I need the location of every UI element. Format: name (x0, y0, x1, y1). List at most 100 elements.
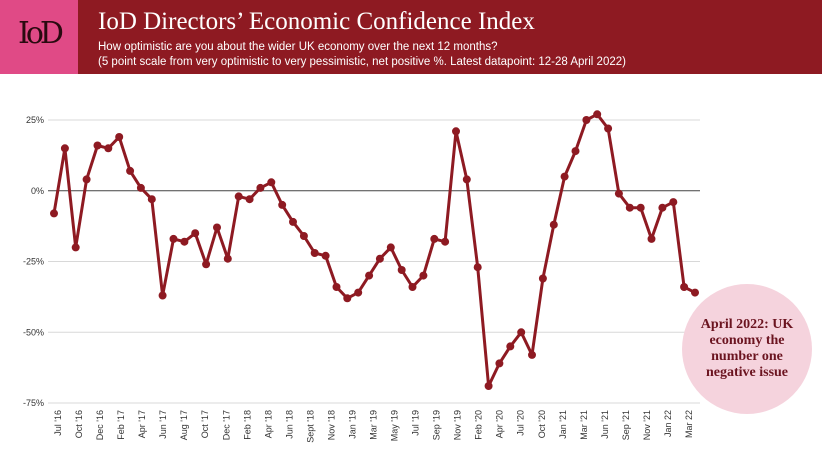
data-point (256, 183, 265, 192)
chart-subtitle-line2: (5 point scale from very optimistic to v… (98, 56, 626, 68)
data-point (582, 116, 591, 124)
data-point (506, 342, 515, 351)
data-point (430, 234, 439, 243)
x-tick-label: Apr '17 (137, 410, 147, 438)
iod-logo: IoD (0, 0, 78, 74)
y-tick-label: -25% (23, 257, 44, 267)
x-tick-label: Jul '16 (53, 410, 63, 436)
logo-text: IoD (18, 16, 64, 51)
x-tick-label: Sept '18 (305, 410, 315, 443)
gridlines (48, 119, 700, 404)
y-tick-label: 25% (26, 115, 44, 125)
data-point (658, 203, 667, 212)
data-point (332, 283, 341, 291)
data-point (126, 166, 135, 175)
data-point (202, 260, 211, 269)
data-point (473, 263, 482, 272)
data-point (365, 271, 374, 280)
data-point (158, 291, 167, 300)
x-tick-label: Jul '19 (411, 410, 421, 436)
x-tick-label: Dec '16 (95, 410, 105, 440)
x-tick-label: Mar '19 (369, 410, 379, 440)
data-point (441, 237, 450, 246)
data-point (234, 192, 243, 201)
data-point (419, 271, 428, 280)
data-point (636, 203, 645, 212)
x-tick-label: Oct '20 (537, 410, 547, 438)
x-tick-label: Nov '18 (326, 410, 336, 440)
data-point (669, 198, 678, 207)
data-point (93, 141, 102, 150)
data-point (691, 288, 699, 297)
data-point (386, 243, 395, 252)
y-tick-label: -75% (23, 398, 44, 408)
data-point (354, 288, 363, 297)
data-points (50, 110, 699, 390)
x-tick-label: Nov '21 (642, 410, 652, 440)
data-point (517, 328, 526, 337)
x-tick-label: Feb '20 (474, 410, 484, 440)
data-point (549, 220, 558, 229)
data-point (647, 234, 656, 243)
x-tick-label: Mar '21 (579, 410, 589, 440)
data-point (495, 359, 504, 368)
data-point (299, 232, 308, 240)
data-point (191, 229, 200, 238)
x-tick-label: Sep '21 (621, 410, 631, 440)
data-point (375, 254, 384, 263)
data-point (50, 209, 58, 218)
data-point (104, 144, 113, 153)
data-point (343, 294, 352, 303)
x-tick-label: Mar 22 (684, 410, 694, 438)
data-point (278, 200, 287, 209)
data-point (82, 175, 91, 184)
data-point (321, 251, 330, 260)
data-point (462, 175, 471, 184)
data-point (408, 283, 417, 291)
x-tick-label: Nov '19 (453, 410, 463, 440)
data-point (289, 217, 297, 226)
data-point (245, 195, 254, 204)
x-tick-label: Jan 22 (663, 410, 673, 437)
x-tick-label: Jan '19 (347, 410, 357, 439)
data-point (267, 178, 276, 187)
callout-bubble: April 2022: UK economy the number one ne… (682, 284, 812, 414)
data-point (452, 127, 460, 136)
x-tick-label: Apr '18 (263, 410, 273, 438)
data-point (223, 254, 232, 263)
chart-subtitle-line1: How optimistic are you about the wider U… (98, 41, 498, 53)
data-point (484, 382, 493, 390)
data-point (169, 234, 178, 243)
data-point (593, 110, 602, 119)
data-point (560, 172, 569, 181)
x-tick-label: Jul '20 (516, 410, 526, 436)
header-banner: IoD IoD Directors’ Economic Confidence I… (0, 0, 822, 74)
data-point (614, 189, 623, 198)
y-tick-label: 0% (31, 186, 44, 196)
x-tick-label: Jun '21 (600, 410, 610, 439)
x-tick-label: Oct '17 (200, 410, 210, 438)
data-point (538, 274, 547, 283)
data-point (571, 147, 580, 156)
x-tick-label: Apr '20 (495, 410, 505, 438)
data-point (680, 283, 689, 291)
x-tick-label: Jan '21 (558, 410, 568, 439)
data-point (71, 243, 80, 252)
data-point (604, 124, 613, 133)
y-axis-tick-labels: 25% 0% -25% -50% -75% (23, 115, 44, 408)
data-point (213, 223, 221, 232)
x-tick-label: May '19 (390, 410, 400, 441)
x-axis-tick-labels: Jul '16 Oct '16 Dec '16 Feb '17 Apr '17 Jun '… (53, 410, 694, 443)
x-tick-label: Aug '17 (179, 410, 189, 440)
series-line (52, 112, 696, 388)
data-point (147, 195, 156, 204)
x-tick-label: Sep '19 (432, 410, 442, 440)
data-point (310, 249, 319, 257)
data-point (60, 144, 69, 153)
x-tick-label: Feb '18 (242, 410, 252, 440)
x-tick-label: Jun '17 (158, 410, 168, 439)
x-tick-label: Jun '18 (284, 410, 294, 439)
data-point (115, 133, 124, 141)
data-point (180, 237, 189, 246)
data-point (625, 203, 634, 212)
